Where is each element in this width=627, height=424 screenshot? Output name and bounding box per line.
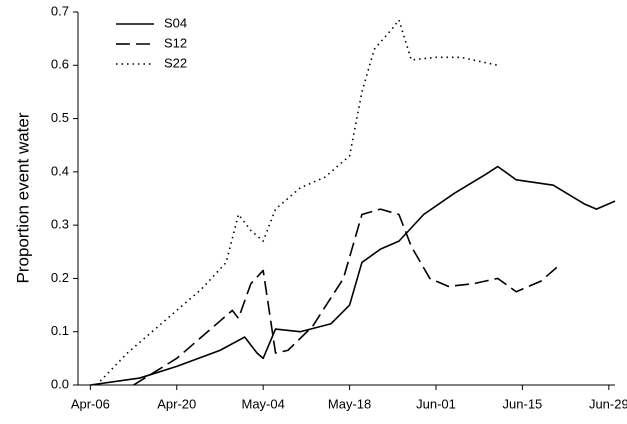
y-tick-label: 0.5	[51, 110, 69, 125]
y-tick-label: 0.2	[51, 270, 69, 285]
y-tick-label: 0.1	[51, 323, 69, 338]
data-line	[133, 208, 560, 386]
x-tick-label: May-04	[241, 396, 284, 411]
y-axis-label: Proportion event water	[13, 112, 32, 283]
y-tick-label: 0.6	[51, 57, 69, 72]
data-line	[90, 165, 616, 386]
x-tick-label: Apr-20	[157, 396, 196, 411]
legend-label: S12	[164, 35, 187, 50]
y-tick-label: 0.4	[51, 163, 69, 178]
x-tick-label: May-18	[328, 396, 371, 411]
x-tick-label: Apr-06	[71, 396, 110, 411]
data-line	[95, 19, 498, 386]
x-tick-label: Jun-29	[589, 396, 627, 411]
x-tick-label: Jun-01	[416, 396, 456, 411]
y-tick-label: 0.0	[51, 376, 69, 391]
x-tick-label: Jun-15	[503, 396, 543, 411]
y-tick-label: 0.7	[51, 3, 69, 18]
legend-label: S22	[164, 55, 187, 70]
y-tick-label: 0.3	[51, 217, 69, 232]
legend-label: S04	[164, 15, 187, 30]
